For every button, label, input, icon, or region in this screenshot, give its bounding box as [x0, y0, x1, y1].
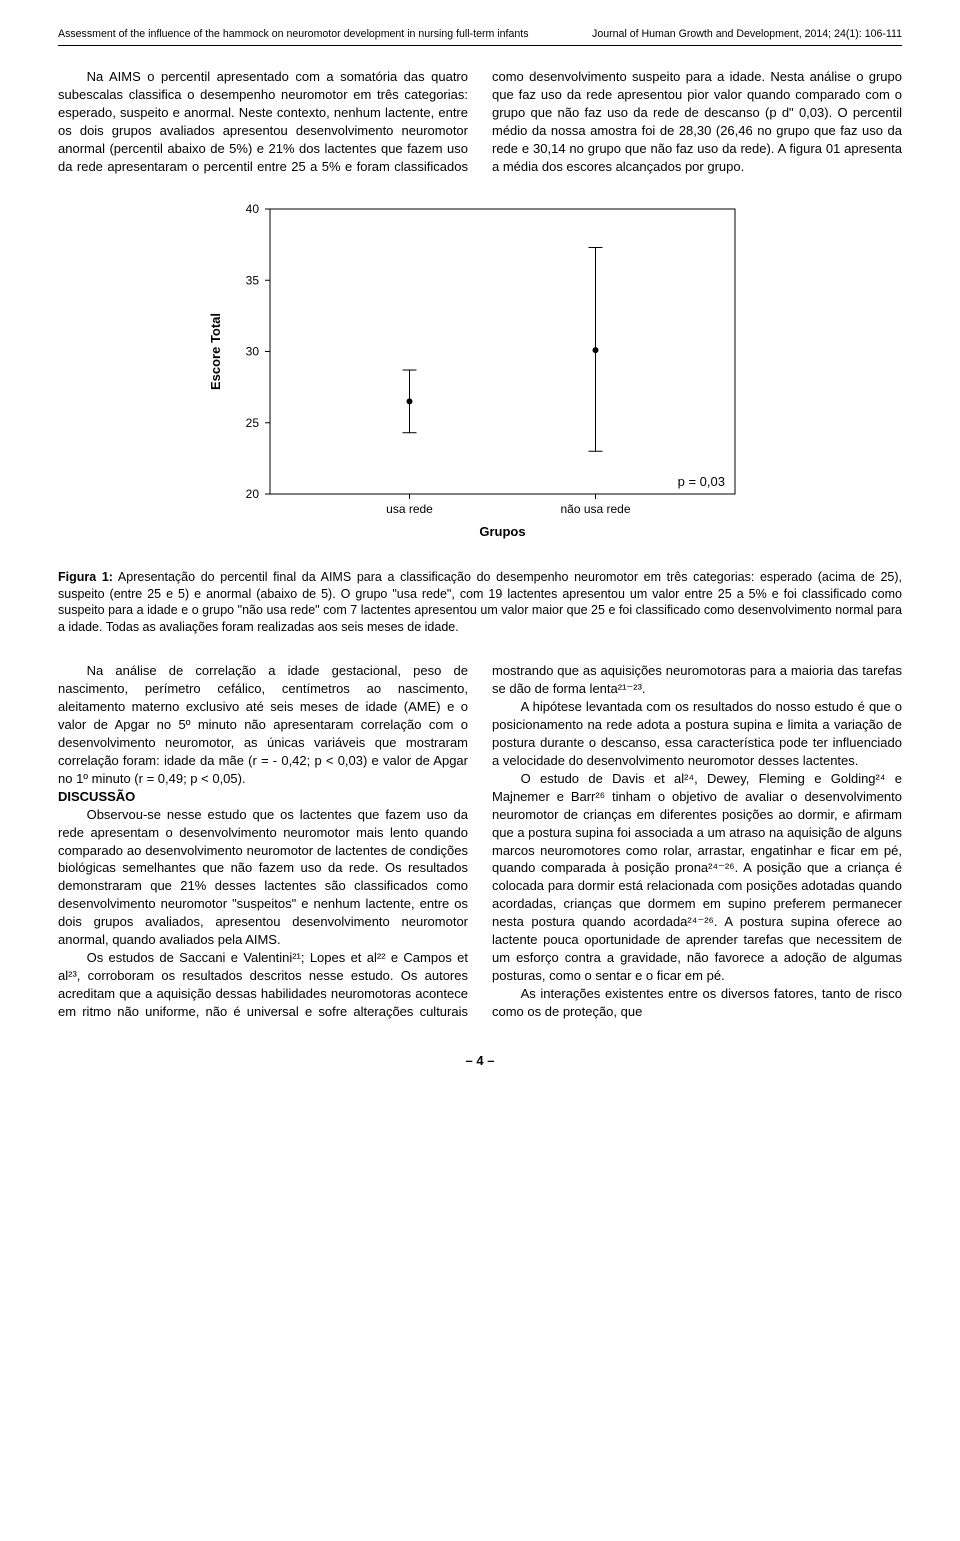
top-text-columns: Na AIMS o percentil apresentado com a so… — [58, 68, 902, 176]
svg-text:40: 40 — [246, 202, 260, 216]
top-paragraph: Na AIMS o percentil apresentado com a so… — [58, 68, 902, 176]
svg-text:Grupos: Grupos — [479, 524, 525, 539]
svg-text:25: 25 — [246, 415, 260, 429]
page-number: – 4 – — [58, 1053, 902, 1068]
para-discussao-5: As interações existentes entre os divers… — [492, 985, 902, 1021]
running-head-left: Assessment of the influence of the hammo… — [58, 28, 529, 40]
svg-text:não usa rede: não usa rede — [560, 502, 630, 516]
svg-text:30: 30 — [246, 344, 260, 358]
errorbar-chart-svg: 20 25 30 35 40 Escore Total usa rede não usa re… — [200, 194, 760, 554]
para-discussao-3: A hipótese levantada com os resultados d… — [492, 698, 902, 770]
svg-text:usa rede: usa rede — [386, 502, 433, 516]
svg-text:p = 0,03: p = 0,03 — [678, 474, 725, 489]
header-rule — [58, 45, 902, 46]
svg-text:35: 35 — [246, 273, 260, 287]
section-heading-discussao: DISCUSSÃO — [58, 788, 468, 806]
figure-caption-lead: Figura 1: — [58, 570, 113, 584]
figure-caption-body: Apresentação do percentil final da AIMS … — [58, 570, 902, 635]
para-discussao-4: O estudo de Davis et al²⁴, Dewey, Flemin… — [492, 770, 902, 985]
bottom-text-columns: Na análise de correlação a idade gestaci… — [58, 662, 902, 1021]
running-head-right: Journal of Human Growth and Development,… — [592, 28, 902, 40]
figure-1-chart: 20 25 30 35 40 Escore Total usa rede não usa re… — [200, 194, 760, 559]
page: Assessment of the influence of the hammo… — [0, 0, 960, 1098]
figure-1-caption: Figura 1: Apresentação do percentil fina… — [58, 569, 902, 637]
running-head: Assessment of the influence of the hammo… — [58, 28, 902, 46]
para-correlation: Na análise de correlação a idade gestaci… — [58, 662, 468, 788]
svg-text:20: 20 — [246, 487, 260, 501]
para-discussao-1: Observou-se nesse estudo que os lactente… — [58, 806, 468, 950]
svg-text:Escore Total: Escore Total — [208, 313, 223, 390]
